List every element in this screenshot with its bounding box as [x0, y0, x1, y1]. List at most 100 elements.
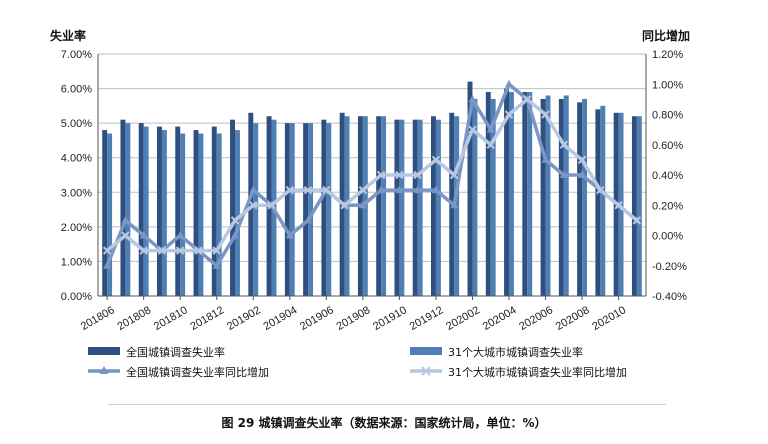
marker-national-yoy	[413, 185, 422, 194]
marker-national-yoy	[176, 231, 185, 239]
bar-national	[193, 130, 199, 296]
bar-31-cities	[143, 126, 149, 296]
legend-label: 31个大城市城镇调查失业率同比增加	[448, 365, 627, 379]
marker-31-cities-yoy	[249, 201, 258, 210]
bar-31-cities	[600, 105, 606, 296]
marker-national-yoy	[304, 215, 313, 224]
bar-national	[175, 126, 181, 296]
marker-31-cities-yoy	[395, 170, 404, 180]
bar-31-cities	[472, 98, 478, 296]
bar-national	[248, 112, 254, 297]
y-left-tick-label: 2.00%	[61, 222, 92, 234]
bar-31-cities	[308, 123, 313, 297]
marker-national-yoy	[285, 231, 294, 239]
bar-31-cities	[527, 92, 533, 297]
bar-31-cities	[180, 133, 186, 296]
marker-31-cities-yoy	[267, 201, 276, 210]
marker-national-yoy	[212, 261, 221, 269]
divider	[108, 404, 666, 405]
marker-31-cities-yoy	[194, 246, 203, 255]
bar-national	[303, 123, 309, 297]
bar-national	[412, 119, 418, 296]
marker-national-yoy	[578, 170, 587, 178]
bar-national	[431, 116, 436, 296]
marker-national-yoy	[486, 125, 495, 133]
bar-31-cities	[125, 123, 131, 297]
y-right-tick-label: 0.00%	[652, 231, 683, 243]
bar-national	[595, 109, 601, 296]
right-axis-title: 同比增加	[642, 28, 690, 43]
marker-national-yoy	[139, 231, 148, 239]
y-right-tick-label: 0.80%	[652, 110, 683, 122]
y-left-tick-label: 6.00%	[61, 84, 92, 96]
marker-31-cities-yoy	[322, 185, 331, 195]
x-tick-label: 201812	[188, 304, 226, 333]
legend-swatch	[88, 366, 120, 374]
bar-31-cities	[107, 133, 113, 296]
y-right-tick-label: -0.40%	[652, 291, 687, 303]
bar-national	[485, 92, 491, 297]
bar-national	[157, 126, 162, 296]
marker-national-yoy	[231, 231, 239, 239]
bars	[102, 81, 642, 297]
marker-31-cities-yoy	[596, 185, 605, 195]
marker-31-cities-yoy	[340, 201, 349, 210]
bar-31-cities	[509, 92, 514, 297]
marker-31-cities-yoy	[303, 185, 313, 195]
bar-national	[138, 123, 144, 297]
bar-31-cities	[235, 130, 240, 296]
marker-31-cities-yoy	[358, 185, 368, 195]
legend-swatch	[410, 347, 442, 355]
y-left-tick-label: 0.00%	[61, 291, 92, 303]
marker-national-yoy	[249, 185, 258, 194]
y-left-tick-label: 7.00%	[61, 49, 92, 61]
bar-31-cities	[161, 130, 167, 296]
bar-national	[504, 88, 509, 296]
marker-31-cities-yoy	[285, 185, 295, 195]
x-tick-label: 201808	[115, 304, 153, 333]
legend-label: 31个大城市城镇调查失业率	[448, 345, 583, 359]
legend-label: 全国城镇调查失业率	[126, 345, 225, 359]
marker-national-yoy	[395, 185, 404, 194]
legend-label: 全国城镇调查失业率同比增加	[126, 365, 269, 379]
marker-national-yoy	[377, 185, 386, 194]
y-right-tick-label: 1.20%	[652, 49, 683, 61]
bar-national	[394, 119, 400, 296]
marker-31-cities-yoy	[559, 140, 569, 149]
x-tick-label: 201810	[152, 304, 190, 333]
marker-31-cities-yoy	[468, 125, 477, 134]
marker-31-cities-yoy	[523, 95, 532, 104]
x-tick-label: 201906	[298, 304, 336, 333]
axes	[97, 54, 647, 300]
y-right-tick-label: 0.40%	[652, 170, 683, 182]
marker-national-yoy	[450, 200, 459, 209]
marker-31-cities-yoy	[230, 216, 240, 225]
bar-31-cities	[216, 133, 222, 296]
x-tick-label: 202006	[517, 304, 555, 333]
line-31-cities-yoy	[106, 97, 638, 253]
marker-national-yoy	[358, 200, 367, 209]
tick-labels: 0.00% 1.00% 2.00% 3.00% 4.00% 5.00% 6.00% 7.00%…	[61, 49, 687, 333]
marker-31-cities-yoy	[449, 170, 459, 180]
marker-31-cities-yoy	[486, 140, 495, 149]
y-right-tick-label: 0.60%	[652, 140, 683, 152]
bar-national	[284, 123, 290, 297]
bar-31-cities	[618, 112, 624, 297]
legend-swatch	[410, 366, 442, 376]
marker-national-yoy	[431, 185, 440, 194]
x-tick-label: 202002	[444, 304, 482, 333]
bar-national	[230, 119, 235, 296]
bar-national	[558, 98, 564, 296]
bar-national	[321, 119, 327, 296]
marker-national-yoy	[505, 79, 513, 88]
x-tick-label: 202008	[554, 304, 592, 333]
bar-31-cities	[435, 119, 441, 296]
marker-31-cities-yoy	[614, 201, 623, 210]
bar-national	[522, 92, 528, 297]
bar-national	[376, 116, 382, 296]
bar-31-cities	[198, 133, 204, 296]
bar-31-cities	[253, 123, 259, 297]
bar-national	[102, 130, 108, 296]
bar-national	[211, 126, 217, 296]
